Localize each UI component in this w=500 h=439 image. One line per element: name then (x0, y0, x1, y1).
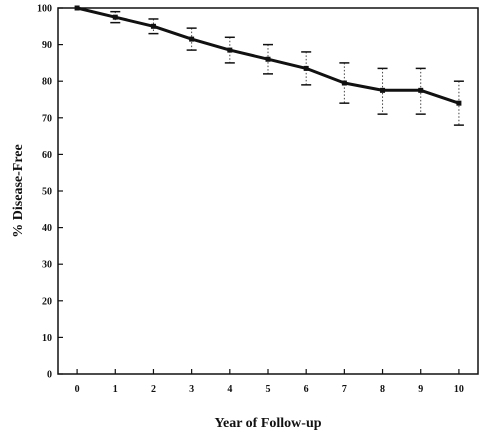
data-point (227, 47, 233, 53)
y-tick-label: 80 (42, 77, 52, 88)
x-tick-label: 6 (304, 384, 309, 395)
y-tick-label: 90 (42, 40, 52, 51)
y-tick-label: 50 (42, 187, 52, 198)
y-tick-label: 30 (42, 260, 52, 271)
error-bars (110, 10, 464, 126)
series-group (74, 5, 462, 106)
data-point (456, 100, 462, 106)
x-tick-label: 10 (454, 384, 464, 395)
data-point (380, 87, 386, 93)
y-tick-label: 70 (42, 113, 52, 124)
data-point (341, 80, 347, 86)
y-tick-label: 40 (42, 223, 52, 234)
x-tick-label: 8 (380, 384, 385, 395)
y-tick-label: 100 (37, 4, 52, 15)
data-point (418, 87, 424, 93)
data-point (303, 65, 309, 71)
x-tick-label: 0 (75, 384, 80, 395)
x-tick-label: 9 (418, 384, 423, 395)
x-axis-title: Year of Follow-up (214, 416, 321, 431)
data-point (112, 14, 118, 20)
x-tick-label: 3 (189, 384, 194, 395)
data-point (189, 36, 195, 42)
y-axis: 0 10 20 30 40 50 60 70 80 90 100 (37, 4, 63, 381)
data-point (150, 23, 156, 29)
x-axis: 0 1 2 3 4 5 6 7 8 9 10 (75, 369, 464, 395)
x-tick-label: 5 (266, 384, 271, 395)
y-tick-label: 10 (42, 333, 52, 344)
data-point (74, 5, 80, 11)
data-point (265, 56, 271, 62)
y-tick-label: 0 (47, 370, 52, 381)
x-tick-label: 2 (151, 384, 156, 395)
x-tick-label: 4 (227, 384, 232, 395)
y-axis-title: % Disease-Free (11, 144, 26, 237)
y-tick-label: 20 (42, 296, 52, 307)
x-tick-label: 1 (113, 384, 118, 395)
x-tick-label: 7 (342, 384, 347, 395)
y-tick-label: 60 (42, 150, 52, 161)
